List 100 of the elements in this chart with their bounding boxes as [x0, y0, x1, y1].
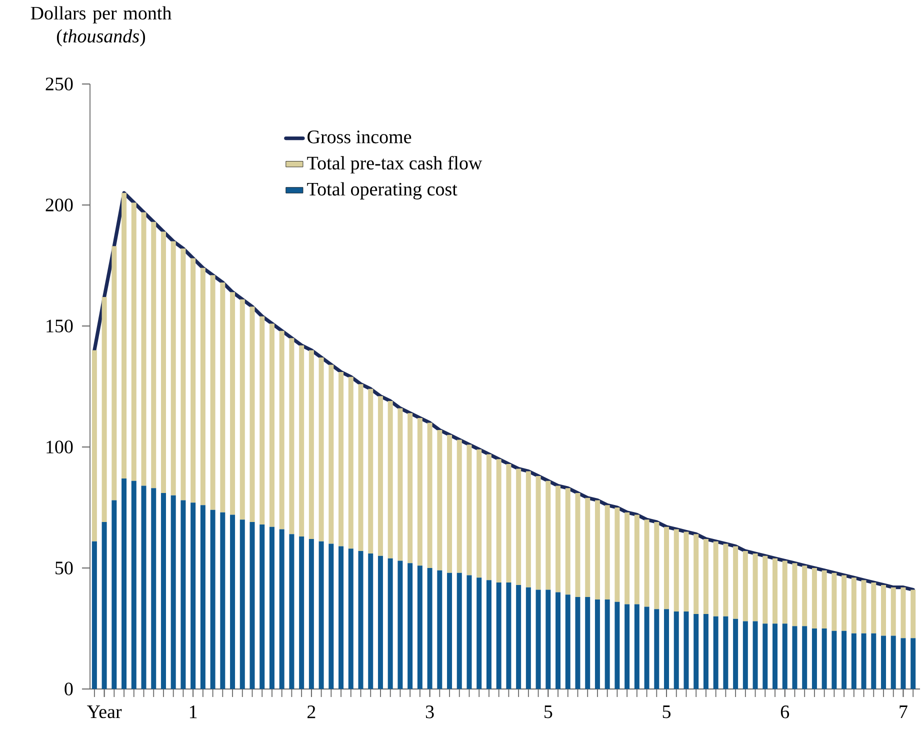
bar	[654, 522, 660, 610]
bar	[871, 582, 876, 634]
x-tick-label: 3	[426, 706, 434, 718]
bar	[634, 514, 640, 604]
bar	[762, 556, 768, 624]
bar	[752, 553, 758, 622]
x-tick-label: 2	[308, 706, 316, 718]
bar	[437, 430, 442, 570]
bar	[102, 522, 107, 689]
bar	[260, 524, 265, 689]
y-tick-label: 200	[46, 198, 73, 212]
bar	[496, 459, 502, 583]
bar	[476, 578, 482, 689]
bar	[703, 538, 708, 614]
bar	[279, 330, 284, 530]
bar	[802, 566, 808, 626]
bar	[516, 468, 522, 585]
bar	[861, 633, 866, 689]
bar	[250, 306, 255, 522]
bar	[131, 480, 136, 689]
bar	[368, 388, 374, 554]
bar	[733, 546, 738, 619]
bar	[900, 638, 906, 689]
bar	[328, 364, 334, 544]
bar	[318, 541, 324, 689]
bar	[456, 440, 462, 573]
y-tick-label: 50	[56, 562, 73, 574]
bar	[358, 551, 364, 689]
bar	[694, 614, 699, 689]
bar	[832, 572, 837, 631]
x-tick-label: 6	[780, 706, 790, 718]
bar	[141, 486, 146, 689]
bar	[260, 316, 265, 524]
bar	[427, 422, 432, 568]
bar	[112, 246, 117, 500]
bar	[269, 526, 274, 689]
bar	[782, 560, 788, 624]
x-tick-label: 5	[544, 706, 552, 718]
bar	[398, 560, 403, 689]
bar	[713, 616, 718, 689]
bar	[466, 575, 472, 689]
bar	[348, 548, 354, 689]
bar	[812, 628, 817, 689]
bar	[742, 621, 748, 689]
bar	[318, 357, 324, 542]
bar	[644, 520, 650, 607]
bar	[723, 616, 728, 689]
bar	[456, 572, 462, 689]
bar	[308, 538, 314, 689]
bar	[624, 604, 630, 689]
bar	[338, 546, 344, 689]
bar	[506, 582, 512, 689]
bar	[160, 492, 166, 689]
bar	[170, 495, 176, 689]
bar	[822, 628, 827, 689]
bar	[180, 248, 186, 500]
legend-label: Total operating cost	[307, 182, 458, 200]
bar	[102, 296, 107, 522]
bar	[200, 268, 206, 506]
bar	[92, 350, 97, 542]
bar	[614, 508, 620, 602]
bar	[733, 618, 738, 689]
bar	[713, 541, 718, 616]
bar	[900, 587, 906, 638]
bar	[269, 324, 274, 527]
bar	[802, 626, 808, 689]
bar	[122, 192, 127, 478]
bar	[200, 505, 206, 689]
bar	[368, 553, 374, 689]
bar	[664, 609, 670, 689]
bar	[723, 544, 728, 616]
bar	[506, 464, 512, 583]
bar	[644, 606, 650, 689]
bar	[338, 372, 344, 546]
bar	[516, 584, 522, 689]
bar	[772, 558, 778, 624]
bar	[575, 492, 580, 598]
bar	[585, 597, 590, 689]
bar	[842, 575, 847, 631]
bar	[881, 584, 886, 636]
bar	[230, 514, 236, 689]
y-tick-label: 0	[64, 682, 73, 696]
bar	[604, 599, 610, 689]
bar	[654, 609, 660, 689]
bar	[546, 480, 551, 590]
y-tick-label: 100	[46, 440, 73, 454]
bar	[585, 498, 590, 598]
bar	[417, 418, 422, 566]
bar	[556, 592, 561, 689]
bar	[437, 570, 442, 689]
bar	[812, 568, 817, 628]
bar	[674, 612, 679, 689]
bar	[250, 522, 255, 689]
bar	[328, 544, 334, 689]
bar	[536, 476, 541, 590]
bar	[890, 587, 896, 636]
bar	[664, 526, 670, 610]
bar	[131, 202, 136, 481]
bar	[772, 624, 778, 689]
bar	[881, 636, 886, 689]
